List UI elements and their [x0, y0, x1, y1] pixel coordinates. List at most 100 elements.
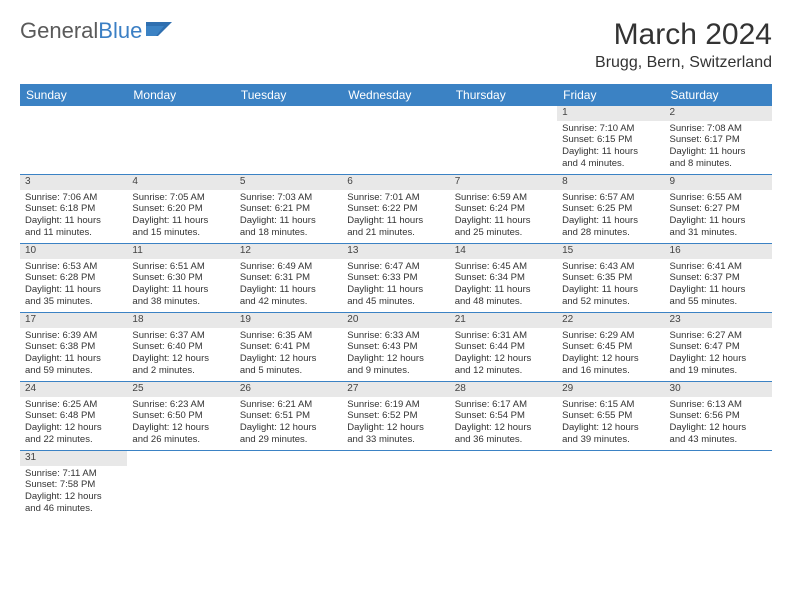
- day-number: 8: [557, 175, 664, 190]
- sunset-text: Sunset: 6:50 PM: [132, 410, 229, 422]
- day-header-row: Sunday Monday Tuesday Wednesday Thursday…: [20, 84, 772, 106]
- daylight-text: Daylight: 11 hours: [562, 284, 659, 296]
- sunrise-text: Sunrise: 6:33 AM: [347, 330, 444, 342]
- sunset-text: Sunset: 6:28 PM: [25, 272, 122, 284]
- calendar-cell: 1Sunrise: 7:10 AMSunset: 6:15 PMDaylight…: [557, 106, 664, 174]
- sunrise-text: Sunrise: 6:25 AM: [25, 399, 122, 411]
- calendar-cell: [450, 451, 557, 519]
- header: GeneralBlue March 2024 Brugg, Bern, Swit…: [20, 18, 772, 72]
- sunrise-text: Sunrise: 6:53 AM: [25, 261, 122, 273]
- day-number: 11: [127, 244, 234, 259]
- daylight-text: Daylight: 12 hours: [240, 353, 337, 365]
- sunset-text: Sunset: 6:52 PM: [347, 410, 444, 422]
- daylight-text: and 39 minutes.: [562, 434, 659, 446]
- calendar-cell: 18Sunrise: 6:37 AMSunset: 6:40 PMDayligh…: [127, 313, 234, 381]
- day-number: 10: [20, 244, 127, 259]
- day-header: Tuesday: [235, 84, 342, 106]
- day-number: 31: [20, 451, 127, 466]
- daylight-text: Daylight: 12 hours: [240, 422, 337, 434]
- day-number: 18: [127, 313, 234, 328]
- daylight-text: and 11 minutes.: [25, 227, 122, 239]
- calendar-cell: 24Sunrise: 6:25 AMSunset: 6:48 PMDayligh…: [20, 382, 127, 450]
- sunrise-text: Sunrise: 7:03 AM: [240, 192, 337, 204]
- daylight-text: and 36 minutes.: [455, 434, 552, 446]
- calendar-cell: 20Sunrise: 6:33 AMSunset: 6:43 PMDayligh…: [342, 313, 449, 381]
- daylight-text: and 38 minutes.: [132, 296, 229, 308]
- logo-text-blue: Blue: [98, 18, 142, 44]
- sunset-text: Sunset: 6:55 PM: [562, 410, 659, 422]
- daylight-text: and 52 minutes.: [562, 296, 659, 308]
- calendar-cell: 7Sunrise: 6:59 AMSunset: 6:24 PMDaylight…: [450, 175, 557, 243]
- calendar-cell: 3Sunrise: 7:06 AMSunset: 6:18 PMDaylight…: [20, 175, 127, 243]
- daylight-text: and 9 minutes.: [347, 365, 444, 377]
- calendar-cell: [235, 106, 342, 174]
- daylight-text: and 25 minutes.: [455, 227, 552, 239]
- calendar-cell: 15Sunrise: 6:43 AMSunset: 6:35 PMDayligh…: [557, 244, 664, 312]
- sunset-text: Sunset: 6:56 PM: [670, 410, 767, 422]
- day-number: 23: [665, 313, 772, 328]
- calendar-cell: 9 Sunrise: 6:55 AMSunset: 6:27 PMDaylight…: [665, 175, 772, 243]
- daylight-text: and 28 minutes.: [562, 227, 659, 239]
- week-row: 31Sunrise: 7:11 AMSunset: 7:58 PMDayligh…: [20, 451, 772, 519]
- calendar-cell: 26Sunrise: 6:21 AMSunset: 6:51 PMDayligh…: [235, 382, 342, 450]
- week-row: 24Sunrise: 6:25 AMSunset: 6:48 PMDayligh…: [20, 382, 772, 451]
- day-number: 20: [342, 313, 449, 328]
- sunrise-text: Sunrise: 6:55 AM: [670, 192, 767, 204]
- day-number: 16: [665, 244, 772, 259]
- calendar-cell: [450, 106, 557, 174]
- day-number: 4: [127, 175, 234, 190]
- sunset-text: Sunset: 6:27 PM: [670, 203, 767, 215]
- day-number: 26: [235, 382, 342, 397]
- sunrise-text: Sunrise: 6:35 AM: [240, 330, 337, 342]
- day-number: 19: [235, 313, 342, 328]
- day-number: 25: [127, 382, 234, 397]
- calendar-cell: 5Sunrise: 7:03 AMSunset: 6:21 PMDaylight…: [235, 175, 342, 243]
- sunset-text: Sunset: 6:22 PM: [347, 203, 444, 215]
- day-number: 7: [450, 175, 557, 190]
- daylight-text: Daylight: 11 hours: [670, 215, 767, 227]
- daylight-text: and 4 minutes.: [562, 158, 659, 170]
- sunset-text: Sunset: 6:38 PM: [25, 341, 122, 353]
- calendar-cell: 2Sunrise: 7:08 AMSunset: 6:17 PMDaylight…: [665, 106, 772, 174]
- daylight-text: and 33 minutes.: [347, 434, 444, 446]
- day-number: 22: [557, 313, 664, 328]
- daylight-text: Daylight: 12 hours: [132, 353, 229, 365]
- day-header: Monday: [127, 84, 234, 106]
- sunset-text: Sunset: 6:44 PM: [455, 341, 552, 353]
- day-number: 1: [557, 106, 664, 121]
- day-number: 9: [665, 175, 772, 190]
- sunset-text: Sunset: 6:24 PM: [455, 203, 552, 215]
- sunset-text: Sunset: 6:31 PM: [240, 272, 337, 284]
- daylight-text: and 21 minutes.: [347, 227, 444, 239]
- sunrise-text: Sunrise: 6:27 AM: [670, 330, 767, 342]
- sunset-text: Sunset: 6:35 PM: [562, 272, 659, 284]
- sunset-text: Sunset: 6:43 PM: [347, 341, 444, 353]
- calendar-cell: 23Sunrise: 6:27 AMSunset: 6:47 PMDayligh…: [665, 313, 772, 381]
- sunset-text: Sunset: 6:21 PM: [240, 203, 337, 215]
- week-row: 10 Sunrise: 6:53 AMSunset: 6:28 PM Dayligh…: [20, 244, 772, 313]
- sunrise-text: Sunrise: 6:51 AM: [132, 261, 229, 273]
- sunrise-text: Sunrise: 6:57 AM: [562, 192, 659, 204]
- daylight-text: Daylight: 12 hours: [562, 353, 659, 365]
- day-number: 3: [20, 175, 127, 190]
- sunrise-text: Sunrise: 7:01 AM: [347, 192, 444, 204]
- day-number: 17: [20, 313, 127, 328]
- calendar-cell: 10Sunrise: 6:53 AMSunset: 6:28 PMDayligh…: [20, 244, 127, 312]
- sunrise-text: Sunrise: 6:41 AM: [670, 261, 767, 273]
- calendar-cell: [557, 451, 664, 519]
- sunrise-text: Sunrise: 6:31 AM: [455, 330, 552, 342]
- sunset-text: Sunset: 6:20 PM: [132, 203, 229, 215]
- day-number: 24: [20, 382, 127, 397]
- daylight-text: Daylight: 11 hours: [25, 353, 122, 365]
- day-header: Friday: [557, 84, 664, 106]
- calendar-cell: [342, 451, 449, 519]
- sunrise-text: Sunrise: 6:19 AM: [347, 399, 444, 411]
- calendar-cell: 31Sunrise: 7:11 AMSunset: 7:58 PMDayligh…: [20, 451, 127, 519]
- sunset-text: Sunset: 6:30 PM: [132, 272, 229, 284]
- week-row: 3Sunrise: 7:06 AMSunset: 6:18 PMDaylight…: [20, 175, 772, 244]
- week-row: 1Sunrise: 7:10 AMSunset: 6:15 PMDaylight…: [20, 106, 772, 175]
- calendar-cell: [235, 451, 342, 519]
- day-header: Wednesday: [342, 84, 449, 106]
- calendar-cell: 21Sunrise: 6:31 AMSunset: 6:44 PMDayligh…: [450, 313, 557, 381]
- day-header: Thursday: [450, 84, 557, 106]
